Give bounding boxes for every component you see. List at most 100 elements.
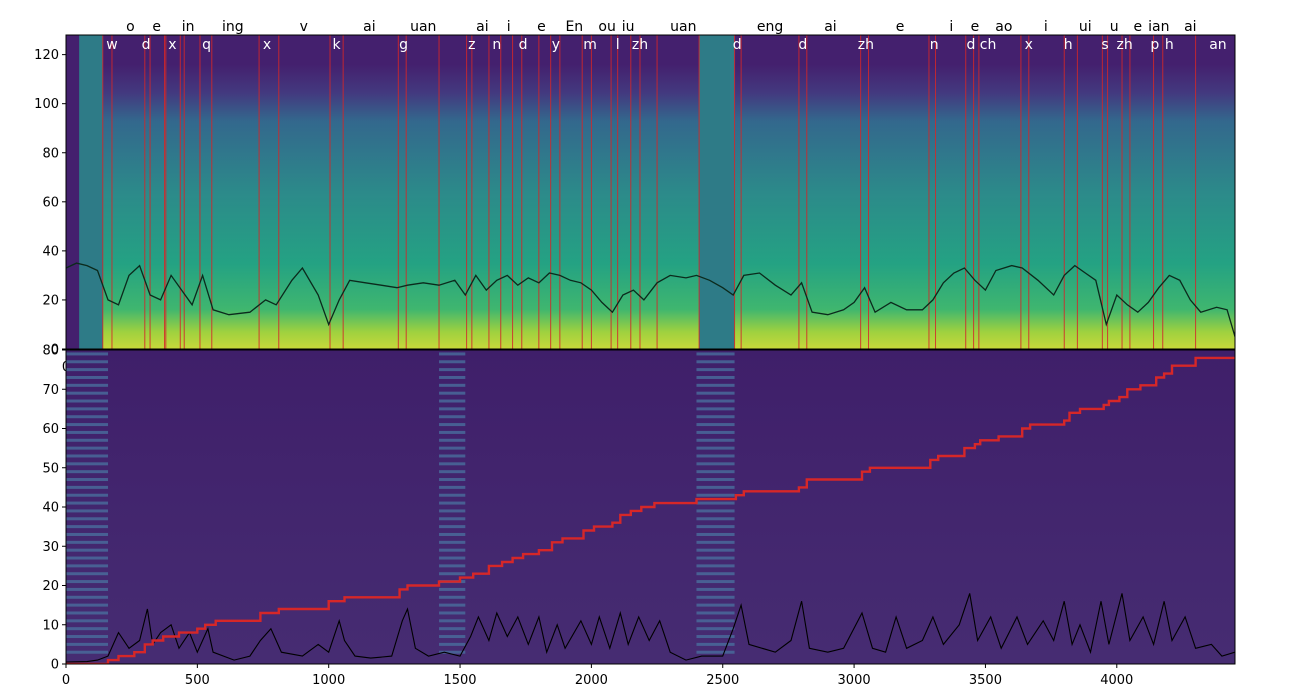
alignment-stripe — [439, 650, 466, 654]
phoneme-label-top: u — [1110, 19, 1119, 35]
alignment-stripe — [66, 587, 109, 591]
alignment-stripe — [66, 525, 109, 529]
alignment-stripe — [66, 415, 109, 419]
mel-segment — [102, 64, 112, 349]
mel-segment — [1162, 64, 1196, 349]
alignment-stripe — [439, 485, 466, 489]
alignment-stripe — [696, 391, 735, 395]
alignment-stripe — [66, 635, 109, 639]
phoneme-label-top: i — [949, 19, 953, 35]
alignment-stripe — [696, 360, 735, 364]
mel-segment — [928, 64, 936, 349]
phoneme-label-bottom: g — [399, 37, 408, 53]
mel-segment — [1122, 64, 1130, 349]
alignment-stripe — [439, 525, 466, 529]
alignment-stripe — [696, 548, 735, 552]
phoneme-label-bottom: y — [552, 37, 560, 53]
alignment-stripe — [439, 368, 466, 372]
phoneme-label-bottom: ch — [980, 37, 997, 53]
alignment-stripe — [66, 595, 109, 599]
mel-segment — [512, 64, 522, 349]
mel-segment — [471, 64, 489, 349]
phoneme-label-bottom: x — [263, 37, 271, 53]
alignment-panel: 0 10 20 30 40 50 60 70 80 0 500 1000 1500 2000 2500 30… — [42, 344, 1236, 688]
alignment-stripe — [696, 595, 735, 599]
alignment-stripe — [439, 532, 466, 536]
mel-segment — [611, 64, 618, 349]
alignment-stripe — [696, 635, 735, 639]
mel-segment — [184, 64, 200, 349]
mel-segment — [343, 64, 399, 349]
alignment-stripe — [439, 470, 466, 474]
mel-segment — [144, 64, 151, 349]
mel-frame — [65, 34, 1236, 350]
alignment-stripe — [66, 462, 109, 466]
mel-y-axis: 0 20 40 60 80 100 120 — [34, 48, 66, 358]
alignment-stripe — [439, 462, 466, 466]
phoneme-label-top: in — [182, 19, 195, 35]
phoneme-label-top: ing — [222, 19, 244, 35]
alignment-stripe — [439, 391, 466, 395]
mel-segment — [630, 64, 640, 349]
mel-segment — [439, 64, 467, 349]
phoneme-label-bottom: d — [142, 37, 151, 53]
phoneme-label-bottom: d — [798, 37, 807, 53]
mel-segment — [521, 64, 539, 349]
alignment-stripe — [439, 627, 466, 631]
alignment-stripe — [696, 556, 735, 560]
mel-segment — [591, 64, 612, 349]
alignment-stripe — [696, 493, 735, 497]
mel-segment — [1077, 64, 1103, 349]
mel-segment — [550, 64, 560, 349]
mel-segment — [1028, 64, 1065, 349]
alignment-stripe — [66, 430, 109, 434]
alignment-stripe — [439, 383, 466, 387]
alignment-x-tick-label: 4000 — [1100, 673, 1133, 688]
phoneme-label-top: e — [896, 19, 905, 35]
phoneme-label-bottom: l — [616, 37, 620, 53]
alignment-stripe — [439, 540, 466, 544]
alignment-stripe — [439, 509, 466, 513]
mel-segment — [639, 64, 658, 349]
alignment-stripe — [696, 454, 735, 458]
alignment-stripe — [439, 642, 466, 646]
alignment-stripe — [696, 501, 735, 505]
alignment-stripe — [66, 650, 109, 654]
phoneme-label-bottom: d — [519, 37, 528, 53]
alignment-stripe — [66, 399, 109, 403]
alignment-stripe — [696, 485, 735, 489]
phoneme-label-bottom: z — [468, 37, 475, 53]
mel-segment — [180, 64, 185, 349]
alignment-stripe — [696, 611, 735, 615]
alignment-stripe — [696, 517, 735, 521]
mel-segment — [1020, 64, 1029, 349]
phoneme-label-top: e — [971, 19, 980, 35]
alignment-stripe — [439, 438, 466, 442]
alignment-stripe — [696, 619, 735, 623]
alignment-stripe — [696, 407, 735, 411]
phoneme-label-top: ai — [824, 19, 836, 35]
phoneme-labels: o e in ing v ai uan ai i e En ou iu uan eng ai e i e ao i ui u… — [106, 19, 1226, 53]
alignment-x-tick-label: 3500 — [969, 673, 1002, 688]
alignment-stripe — [439, 423, 466, 427]
alignment-stripe — [439, 556, 466, 560]
phoneme-label-bottom: x — [1025, 37, 1033, 53]
phoneme-label-bottom: m — [583, 37, 597, 53]
phoneme-label-bottom: w — [106, 37, 117, 53]
alignment-stripe — [66, 360, 109, 364]
mel-y-tick-label: 40 — [42, 244, 59, 259]
mel-segment — [406, 64, 440, 349]
phoneme-label-bottom: zh — [632, 37, 648, 53]
alignment-y-tick-label: 40 — [42, 501, 59, 516]
phoneme-label-top: ui — [1079, 19, 1092, 35]
alignment-stripe — [439, 572, 466, 576]
mel-segment — [211, 64, 260, 349]
mel-y-tick-label: 0 — [51, 343, 59, 358]
alignment-y-tick-label: 10 — [42, 618, 59, 633]
mel-segment — [111, 64, 145, 349]
alignment-stripe — [696, 446, 735, 450]
mel-y-tick-label: 60 — [42, 195, 59, 210]
alignment-stripe — [66, 352, 109, 356]
alignment-stripe — [696, 430, 735, 434]
